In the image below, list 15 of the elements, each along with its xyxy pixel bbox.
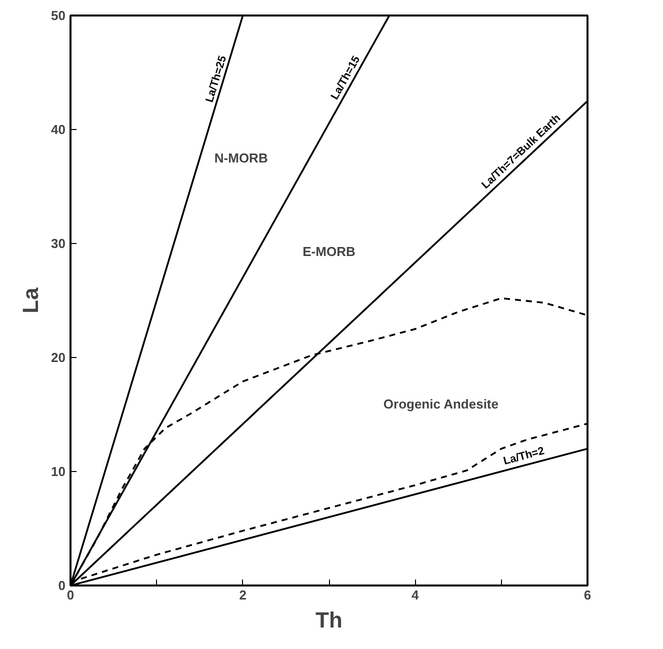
text: La/Th=2 (502, 445, 546, 468)
y-tick-label: 50 (51, 8, 66, 23)
x-tick-label: 4 (412, 588, 420, 602)
y-tick-label: 10 (51, 464, 66, 479)
annotation: Orogenic Andesite (383, 396, 499, 412)
x-axis-title: Th (316, 608, 342, 632)
y-tick-label: 0 (58, 578, 66, 593)
y-tick-label: 40 (51, 122, 66, 137)
annotation: N-MORB (214, 150, 268, 166)
y-tick-label: 30 (51, 236, 66, 251)
x-tick-label: 6 (584, 588, 592, 602)
y-tick-label: 20 (51, 350, 66, 365)
y-axis-title: La (18, 286, 44, 314)
annotation: E-MORB (302, 244, 356, 259)
x-tick-label: 2 (239, 588, 246, 602)
